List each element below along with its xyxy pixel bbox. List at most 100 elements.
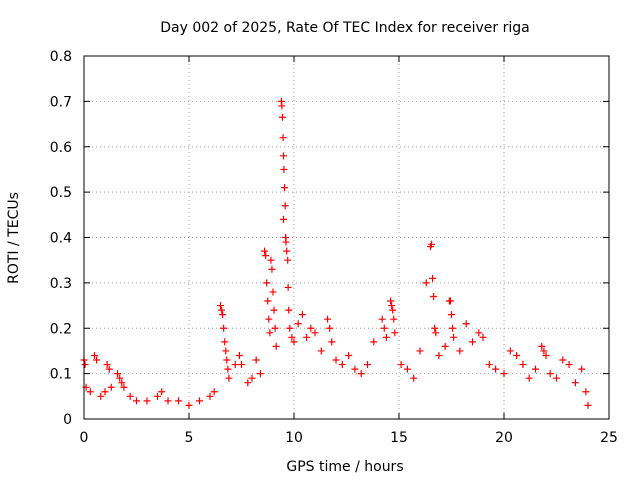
y-tick-label: 0.7 xyxy=(50,94,72,110)
data-point xyxy=(469,338,476,346)
data-point xyxy=(105,365,113,373)
data-point xyxy=(345,351,353,359)
data-point xyxy=(351,365,359,373)
y-tick-label: 0.8 xyxy=(50,49,72,65)
data-point xyxy=(317,347,325,355)
data-point xyxy=(222,347,230,355)
data-point xyxy=(280,215,287,223)
data-point xyxy=(219,311,227,319)
data-point xyxy=(565,361,573,369)
data-point xyxy=(97,392,105,400)
data-point xyxy=(118,379,126,387)
data-point xyxy=(370,338,378,346)
data-point xyxy=(143,397,151,405)
data-point xyxy=(431,324,439,332)
data-point xyxy=(448,311,455,319)
data-point xyxy=(422,279,430,287)
data-point xyxy=(582,388,590,396)
data-point xyxy=(462,320,470,328)
data-points xyxy=(80,97,592,409)
data-point xyxy=(269,288,277,296)
data-point xyxy=(294,320,302,328)
data-point xyxy=(441,342,449,350)
y-axis-label: ROTI / TECUs xyxy=(6,192,22,284)
data-point xyxy=(559,356,567,364)
data-point xyxy=(506,347,514,355)
data-point xyxy=(280,152,287,160)
data-point xyxy=(271,324,279,332)
x-tick-labels: 0 5 10 15 20 25 xyxy=(80,430,618,446)
data-point xyxy=(432,329,440,337)
x-tick-label: 20 xyxy=(495,430,513,446)
data-point xyxy=(475,329,483,337)
data-point xyxy=(126,392,134,400)
data-point xyxy=(449,324,457,332)
data-point xyxy=(430,292,438,300)
data-point xyxy=(397,361,405,369)
data-point xyxy=(403,365,411,373)
data-point xyxy=(284,283,292,291)
data-point xyxy=(91,351,98,359)
data-point xyxy=(538,342,546,350)
data-point xyxy=(262,252,270,260)
data-point xyxy=(540,347,548,355)
data-point xyxy=(196,397,203,405)
data-point xyxy=(456,347,464,355)
data-point xyxy=(326,324,334,332)
x-axis-label: GPS time / hours xyxy=(286,459,403,475)
data-point xyxy=(378,315,386,323)
data-point xyxy=(185,401,193,409)
data-point xyxy=(303,333,311,341)
data-point xyxy=(435,351,443,359)
data-point xyxy=(283,247,291,255)
data-point xyxy=(584,401,592,409)
data-point xyxy=(288,333,296,341)
data-point xyxy=(485,361,493,369)
data-point xyxy=(278,102,286,110)
data-point xyxy=(307,324,315,332)
data-point xyxy=(311,329,319,337)
data-point xyxy=(103,361,111,369)
data-point xyxy=(324,315,332,323)
data-point xyxy=(519,361,527,369)
data-point xyxy=(571,379,579,387)
y-tick-label: 0 xyxy=(63,412,72,428)
y-tick-label: 0.4 xyxy=(50,231,72,247)
data-point xyxy=(175,397,182,405)
data-point xyxy=(357,370,365,378)
x-tick-label: 5 xyxy=(185,430,194,446)
data-point xyxy=(217,302,224,310)
data-point xyxy=(382,333,390,341)
data-point xyxy=(380,324,388,332)
data-point xyxy=(223,356,231,364)
data-point xyxy=(450,333,458,341)
data-point xyxy=(93,356,101,364)
grid-lines xyxy=(84,56,609,419)
y-tick-label: 0.3 xyxy=(50,276,72,292)
data-point xyxy=(284,256,292,264)
data-point xyxy=(429,274,437,282)
data-point xyxy=(553,374,560,382)
data-point xyxy=(225,374,233,382)
data-point xyxy=(164,397,172,405)
data-point xyxy=(281,184,289,192)
data-point xyxy=(120,383,128,391)
y-tick-labels: 0 0.1 0.2 0.3 0.4 0.5 0.6 0.7 0.8 xyxy=(50,49,72,428)
data-point xyxy=(263,279,271,287)
data-point xyxy=(231,361,239,369)
data-point xyxy=(525,374,533,382)
data-point xyxy=(116,374,124,382)
data-point xyxy=(364,361,371,369)
data-point xyxy=(114,370,122,378)
data-point xyxy=(133,397,140,405)
data-point xyxy=(210,388,218,396)
data-point xyxy=(86,388,94,396)
data-point xyxy=(389,306,397,314)
data-point xyxy=(267,256,275,264)
plot-frame xyxy=(83,55,610,420)
data-point xyxy=(338,361,346,369)
data-point xyxy=(298,311,306,319)
data-point xyxy=(387,297,395,305)
y-tick-label: 0.2 xyxy=(50,321,72,337)
data-point xyxy=(513,351,521,359)
